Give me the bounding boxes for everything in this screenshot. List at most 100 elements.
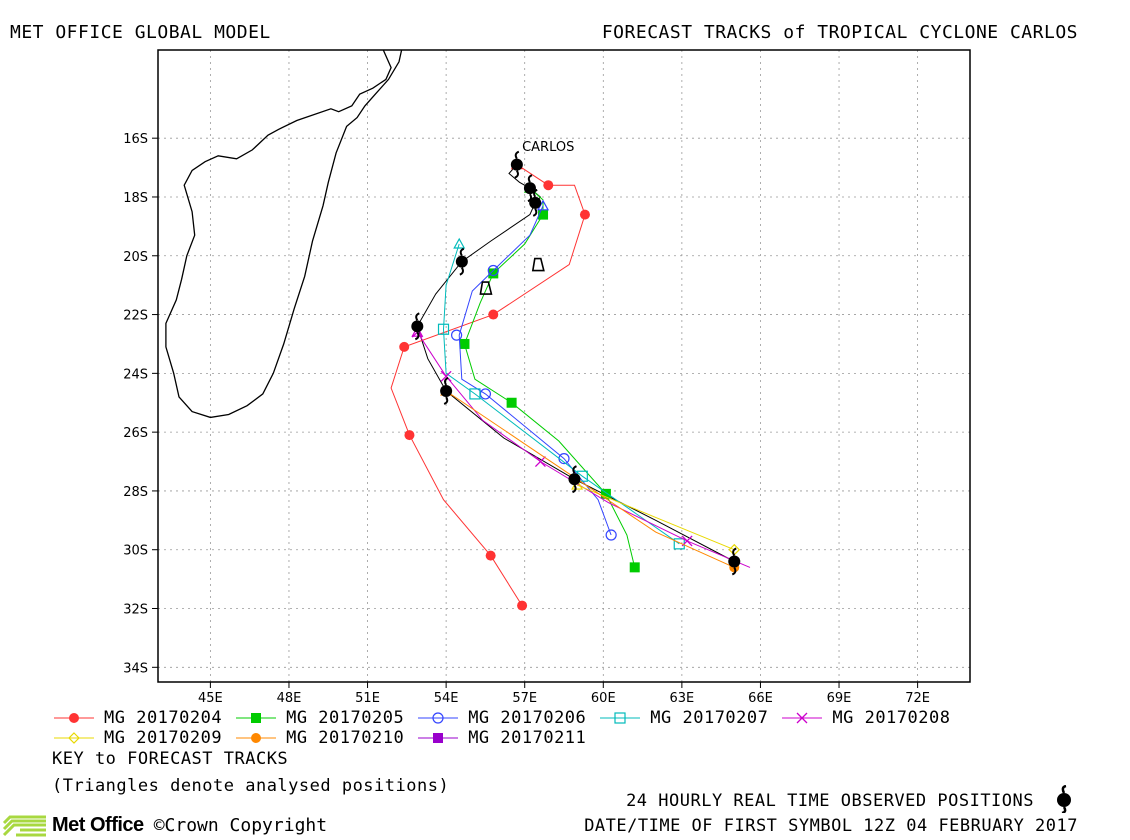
met-office-logo-text: Met Office (52, 813, 144, 836)
legend-swatch (54, 732, 94, 744)
copyright-text: ©Crown Copyright (153, 814, 328, 836)
x-tick-label: 72E (905, 691, 930, 706)
legend-label: MG 20170204 (104, 708, 223, 728)
track-point-mg-20170204 (404, 430, 415, 441)
y-tick-label: 24S (123, 367, 148, 382)
legend-item: MG 20170204 (52, 708, 222, 728)
x-tick-label: 51E (355, 691, 380, 706)
track-point-mg-20170206 (487, 264, 499, 277)
track-point-mg-20170207 (469, 388, 481, 400)
plot-frame (157, 49, 971, 683)
observed-position-arm (572, 465, 577, 474)
legend-label: MG 20170207 (650, 708, 769, 728)
legend-swatch-marker (796, 712, 808, 724)
observed-position-dot (510, 158, 523, 171)
legend-swatch-marker (433, 733, 444, 743)
observed-track-line (416, 164, 735, 562)
observed-position-arm (459, 267, 464, 276)
y-tick-label: 34S (123, 661, 148, 676)
observed-position-symbol (568, 465, 581, 494)
observed-position-arm (514, 170, 519, 179)
header-chart-title: FORECAST TRACKS of TROPICAL CYCLONE CARL… (601, 22, 1078, 43)
observed-position-symbol (523, 174, 536, 203)
observed-position-arm (514, 150, 520, 160)
analysed-position-outline (531, 257, 545, 272)
legend-label: MG 20170206 (468, 708, 587, 728)
observed-position-symbol (728, 547, 741, 576)
track-point-mg-20170207 (437, 323, 450, 335)
observed-position-arm (527, 174, 533, 183)
track-point-mg-20170204 (399, 341, 410, 352)
y-tick-label: 18S (123, 191, 148, 206)
observed-position-symbol (529, 188, 542, 217)
madagascar-coastline (165, 50, 403, 419)
legend-item: MG 20170210 (234, 728, 404, 748)
observed-position-dot (523, 182, 536, 195)
analysed-position-outline (479, 281, 493, 295)
y-tick-label: 22S (123, 309, 148, 324)
met-office-logo: Met Office ©Crown Copyright (2, 812, 327, 838)
observed-position-dot (411, 320, 424, 333)
track-point-mg-20170208 (440, 370, 452, 382)
x-tick-label: 63E (669, 691, 694, 706)
legend-swatch (236, 713, 277, 723)
x-tick-label: 45E (198, 691, 223, 706)
legend-swatch-marker (68, 732, 80, 744)
track-point-mg-20170204 (543, 180, 554, 191)
legend-swatch (54, 713, 94, 723)
x-tick-label: 48E (277, 691, 302, 706)
track-line-mg-20170209 (576, 484, 735, 551)
legend-swatch (782, 712, 823, 724)
legend-swatch-marker (432, 712, 444, 724)
track-point-mg-20170204 (485, 550, 496, 561)
legend-item: MG 20170208 (780, 708, 950, 728)
track-line-mg-20170207 (442, 243, 680, 545)
observed-position-dot (455, 255, 468, 268)
legend-item: MG 20170211 (416, 728, 586, 748)
legend-swatch (236, 733, 277, 743)
track-point-mg-20170206 (451, 329, 463, 341)
hurricane-icon (1057, 785, 1071, 813)
y-tick-label: 26S (123, 426, 148, 441)
legend-swatch-marker (251, 713, 262, 723)
track-point-mg-20170204 (488, 309, 499, 320)
x-tick-label: 66E (748, 691, 773, 706)
datetime-note: DATE/TIME OF FIRST SYMBOL 12Z 04 FEBRUAR… (584, 816, 1078, 836)
track-line-mg-20170208 (416, 331, 751, 568)
observed-position-symbol (510, 150, 523, 179)
legend-row-1: MG 20170204 MG 20170205 MG 20170206 MG 2017… (52, 708, 962, 728)
legend-swatch-marker (614, 712, 626, 724)
analysed-position-triangle (453, 237, 466, 249)
observed-position-symbol (455, 247, 468, 276)
legend-swatch-marker (69, 713, 79, 723)
x-tick-label: 57E (512, 691, 537, 706)
coastline (165, 50, 403, 419)
observed-position-arm (443, 396, 449, 405)
legend-label: MG 20170208 (832, 708, 951, 728)
legend-swatch (418, 712, 459, 724)
y-tick-label: 20S (123, 250, 148, 265)
observed-position-dot (728, 555, 741, 568)
observed-position-arm (459, 247, 465, 257)
legend-item: MG 20170209 (52, 728, 222, 748)
track-line-mg-20170210 (445, 390, 735, 568)
observed-position-arm (532, 208, 538, 217)
track-point-mg-20170205 (488, 268, 499, 279)
header-model-title: MET OFFICE GLOBAL MODEL (10, 22, 271, 43)
y-tick-label: 16S (123, 132, 148, 147)
track-line-mg-20170205 (463, 187, 636, 568)
observed-position-symbol (440, 377, 453, 405)
track-point-mg-20170205 (538, 209, 549, 220)
legend-item: MG 20170205 (234, 708, 404, 728)
track-point-mg-20170205 (600, 488, 611, 499)
observed-position-dot (568, 473, 581, 486)
observed-positions-note: 24 HOURLY REAL TIME OBSERVED POSITIONS (626, 791, 1034, 811)
track-point-mg-20170206 (605, 529, 617, 541)
track-line-mg-20170204 (390, 164, 586, 606)
track-point-mg-20170208 (534, 456, 546, 467)
observed-position-arm (527, 193, 533, 203)
observed-position-arm (731, 566, 737, 576)
observed-position-dot (529, 196, 542, 209)
x-tick-label: 54E (434, 691, 459, 706)
